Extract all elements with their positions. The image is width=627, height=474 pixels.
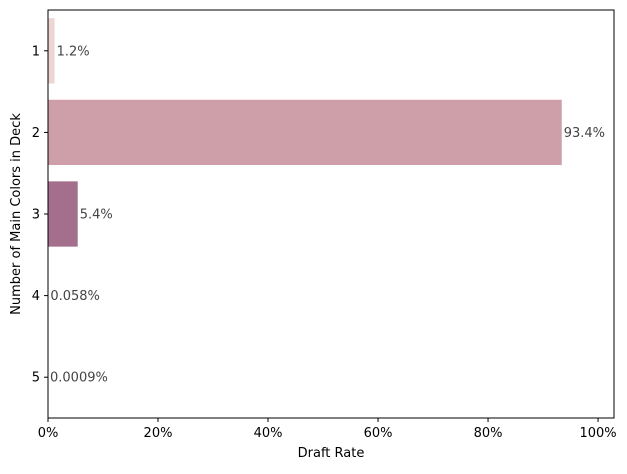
y-axis-label: Number of Main Colors in Deck	[9, 113, 24, 315]
y-tick-label-5: 5	[32, 371, 40, 386]
x-axis-label: Draft Rate	[298, 446, 365, 461]
x-tick-label-20: 20%	[144, 426, 173, 441]
x-tick-label-100: 100%	[579, 426, 616, 441]
data-label-2: 93.4%	[564, 126, 605, 141]
bar-2	[48, 100, 562, 165]
x-tick-label-0: 0%	[38, 426, 59, 441]
x-tick-label-80: 80%	[474, 426, 503, 441]
data-label-1: 1.2%	[57, 44, 90, 59]
plot-frame	[48, 10, 614, 418]
data-label-4: 0.058%	[50, 289, 100, 304]
data-label-5: 0.0009%	[50, 371, 108, 386]
x-tick-label-40: 40%	[254, 426, 283, 441]
y-tick-label-3: 3	[32, 208, 40, 223]
y-tick-label-4: 4	[32, 289, 40, 304]
data-label-3: 5.4%	[80, 208, 113, 223]
bar-3	[48, 181, 78, 246]
y-tick-label-1: 1	[32, 44, 40, 59]
y-tick-label-2: 2	[32, 126, 40, 141]
bar-1	[48, 18, 55, 83]
x-tick-label-60: 60%	[364, 426, 393, 441]
